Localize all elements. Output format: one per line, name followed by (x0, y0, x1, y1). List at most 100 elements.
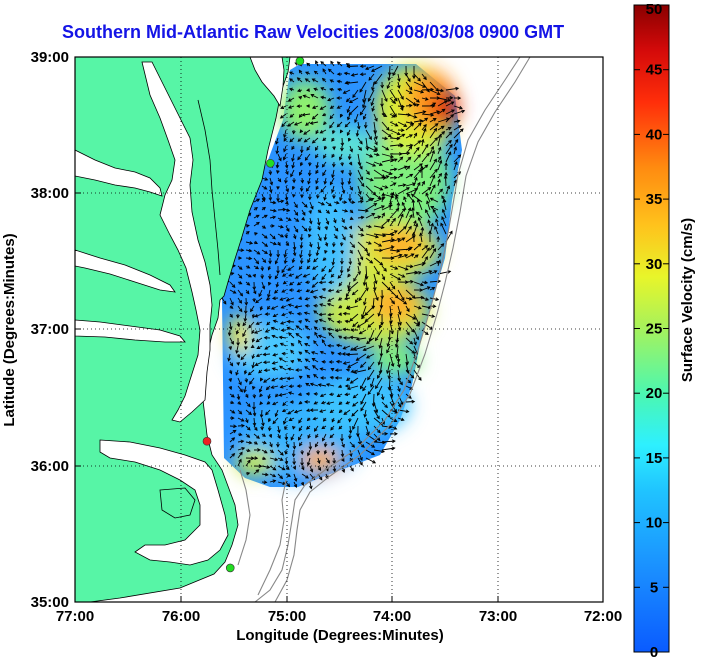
velocity-arrow-head (315, 170, 319, 175)
velocity-arrow (253, 257, 259, 264)
velocity-arrow-head (390, 245, 395, 250)
velocity-arrow (285, 161, 288, 168)
velocity-arrow-head (441, 130, 446, 135)
velocity-arrow-head (368, 77, 373, 81)
velocity-arrow-head (278, 335, 283, 340)
colorbar-tick-label: 35 (646, 191, 663, 208)
velocity-arrow-head (306, 62, 311, 67)
velocity-arrow (312, 137, 319, 144)
velocity-arrow-head (290, 173, 294, 178)
velocity-arrow (381, 204, 392, 211)
velocity-arrow-head (315, 130, 319, 135)
velocity-arrow-head (350, 467, 354, 472)
velocity-arrow-head (374, 141, 378, 146)
velocity-arrow-head (304, 358, 309, 362)
velocity-arrow-head (254, 441, 259, 445)
velocity-arrow (346, 81, 359, 84)
velocity-arrow-head (359, 88, 363, 93)
velocity-arrow-head (239, 388, 243, 393)
velocity-arrow-head (326, 401, 331, 405)
velocity-arrow (261, 473, 268, 476)
velocity-arrow-head (331, 189, 335, 194)
velocity-arrow (365, 457, 376, 464)
velocity-arrow (389, 158, 398, 163)
velocity-arrow-head (396, 249, 401, 253)
velocity-arrow-head (344, 392, 349, 397)
velocity-arrow-head (393, 426, 398, 430)
velocity-arrow-head (299, 187, 304, 192)
velocity-arrow-head (336, 72, 341, 76)
velocity-arrow-head (334, 235, 338, 240)
velocity-arrow-head (367, 376, 371, 381)
velocity-arrow-head (441, 208, 446, 213)
velocity-arrow-head (397, 364, 401, 368)
velocity-arrow-head (396, 201, 401, 206)
velocity-arrow (287, 327, 295, 331)
velocity-arrow-head (334, 368, 339, 373)
velocity-arrow-head (417, 140, 422, 144)
velocity-arrow (370, 377, 375, 387)
velocity-arrow-head (461, 109, 466, 114)
velocity-arrow (389, 129, 401, 135)
velocity-arrow-head (304, 157, 309, 161)
velocity-arrow-head (348, 225, 352, 230)
velocity-arrow-head (314, 331, 318, 336)
velocity-arrow-head (262, 360, 267, 365)
x-axis-label: Longitude (Degrees:Minutes) (236, 627, 444, 644)
velocity-arrow-head (239, 451, 243, 456)
velocity-arrow-head (426, 200, 430, 205)
velocity-arrow-head (271, 296, 276, 301)
velocity-arrow (349, 313, 359, 322)
velocity-arrow (365, 417, 369, 425)
velocity-arrow (387, 337, 391, 347)
velocity-arrow (237, 459, 242, 467)
velocity-arrow (321, 273, 327, 280)
velocity-arrow-head (397, 84, 401, 89)
velocity-arrow (350, 377, 359, 384)
velocity-arrow (405, 73, 411, 82)
velocity-arrow (248, 321, 255, 329)
velocity-arrow-head (403, 300, 408, 305)
velocity-arrow-head (295, 368, 299, 372)
velocity-arrow (341, 233, 346, 241)
velocity-arrow (405, 297, 412, 300)
velocity-arrow-head (340, 438, 344, 443)
velocity-arrow (259, 385, 263, 393)
velocity-arrow-head (312, 276, 316, 281)
velocity-arrow (339, 193, 343, 201)
velocity-arrow (312, 273, 319, 281)
velocity-arrow-head (359, 64, 364, 69)
velocity-arrow (389, 65, 391, 76)
velocity-arrow-head (271, 378, 276, 382)
velocity-arrow (285, 225, 290, 232)
velocity-arrow-head (393, 175, 398, 180)
velocity-arrow-head (436, 110, 441, 114)
velocity-arrow-head (375, 385, 379, 390)
velocity-arrow-head (392, 100, 396, 104)
velocity-arrow-head (384, 431, 389, 436)
velocity-arrow (320, 61, 327, 67)
velocity-arrow (397, 89, 404, 100)
velocity-arrow-head (242, 333, 246, 338)
velocity-arrow (413, 163, 423, 171)
velocity-arrow-head (260, 426, 264, 431)
velocity-arrow-head (288, 288, 293, 292)
velocity-arrow-head (323, 154, 327, 159)
velocity-arrow (356, 129, 359, 137)
colorbar-tick-label: 30 (646, 256, 663, 273)
velocity-arrow (298, 340, 303, 347)
velocity-arrow (357, 161, 363, 170)
velocity-arrow-head (267, 418, 272, 423)
velocity-arrow-head (287, 267, 292, 271)
velocity-arrow-head (359, 140, 363, 145)
velocity-arrow (389, 425, 397, 430)
velocity-arrow (306, 185, 311, 192)
velocity-arrow (332, 257, 335, 265)
velocity-arrow (429, 280, 441, 283)
velocity-arrow (373, 425, 381, 434)
velocity-arrow-head (394, 266, 399, 270)
velocity-arrow (397, 208, 406, 219)
velocity-arrow-head (413, 356, 417, 361)
velocity-arrow-head (288, 417, 293, 421)
velocity-arrow (357, 233, 364, 236)
